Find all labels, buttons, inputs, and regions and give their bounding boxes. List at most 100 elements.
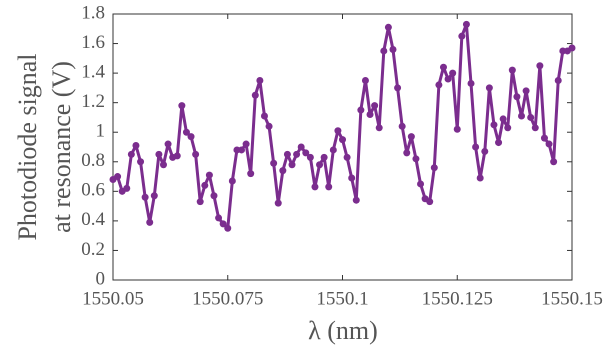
- data-point: [127, 150, 135, 158]
- data-point: [554, 77, 562, 84]
- data-point: [279, 167, 287, 175]
- data-point: [545, 140, 553, 148]
- data-point: [219, 220, 227, 228]
- data-point: [371, 102, 379, 110]
- y-tick-label: 1.8: [81, 2, 105, 23]
- data-point: [146, 218, 154, 226]
- y-tick-label: 0: [96, 268, 106, 289]
- data-point: [357, 106, 365, 114]
- data-point: [435, 81, 443, 89]
- data-point: [490, 121, 498, 129]
- y-tick-label: 1.4: [81, 61, 105, 82]
- data-point: [531, 124, 539, 132]
- data-point: [265, 122, 273, 130]
- data-point: [536, 62, 544, 70]
- data-point: [467, 79, 475, 87]
- data-point: [159, 161, 167, 169]
- data-point: [293, 150, 301, 158]
- data-point: [550, 158, 558, 166]
- data-point: [196, 198, 204, 206]
- y-tick-label: 0.6: [81, 180, 105, 201]
- data-point: [403, 149, 411, 157]
- data-point: [311, 183, 319, 191]
- data-point: [325, 183, 333, 191]
- data-point: [366, 110, 374, 118]
- data-point: [238, 146, 246, 154]
- y-axis-label: Photodiode signal: [13, 53, 42, 240]
- data-point: [155, 150, 163, 158]
- data-point: [256, 77, 264, 84]
- data-point: [228, 177, 236, 185]
- data-point: [389, 45, 397, 53]
- data-point: [394, 84, 402, 92]
- plot-frame: [112, 13, 573, 281]
- data-point: [384, 23, 392, 31]
- data-point: [504, 124, 512, 132]
- data-point: [306, 153, 314, 161]
- data-point: [472, 143, 480, 151]
- data-point: [439, 63, 447, 71]
- x-axis-label: λ (nm): [308, 316, 378, 345]
- data-point: [540, 134, 548, 142]
- data-point: [568, 44, 576, 52]
- data-point: [114, 173, 122, 181]
- data-point: [361, 77, 369, 84]
- data-point: [527, 113, 535, 121]
- data-point: [247, 170, 255, 178]
- data-point: [426, 198, 434, 206]
- data-point: [178, 102, 186, 110]
- data-point: [462, 20, 470, 28]
- data-point: [132, 142, 140, 150]
- data-point: [205, 171, 213, 179]
- x-tick-label: 1550.075: [192, 288, 263, 309]
- x-tick-label: 1550.15: [541, 288, 603, 309]
- data-point: [343, 153, 351, 161]
- data-point: [141, 193, 149, 201]
- y-tick-label: 1.2: [81, 91, 105, 112]
- data-point: [297, 143, 305, 151]
- data-point: [192, 150, 200, 158]
- data-point: [320, 153, 328, 161]
- data-point: [449, 69, 457, 77]
- data-point: [348, 174, 356, 182]
- data-point: [173, 152, 181, 160]
- data-point: [481, 147, 489, 155]
- data-point: [224, 224, 232, 232]
- data-point: [513, 93, 521, 101]
- data-point: [164, 140, 172, 148]
- data-point: [150, 192, 158, 200]
- data-point: [380, 47, 388, 55]
- data-point: [499, 115, 507, 123]
- data-point: [444, 75, 452, 83]
- data-point: [412, 155, 420, 163]
- x-tick-label: 1550.1: [316, 288, 368, 309]
- data-point: [242, 140, 250, 148]
- data-point: [270, 159, 278, 167]
- data-point: [123, 184, 131, 192]
- data-point: [508, 66, 516, 74]
- data-point: [417, 180, 425, 188]
- data-point: [398, 122, 406, 130]
- data-point: [339, 136, 346, 144]
- data-point: [476, 174, 484, 182]
- data-point: [407, 133, 415, 141]
- data-point: [283, 150, 291, 158]
- y-axis-label: at resonance (V): [47, 61, 76, 233]
- y-tick-label: 1.6: [81, 32, 105, 53]
- data-point: [274, 199, 282, 207]
- y-tick-label: 1: [96, 121, 106, 142]
- data-point: [187, 133, 195, 141]
- data-point: [210, 192, 218, 200]
- data-point: [329, 146, 337, 154]
- y-tick-label: 0.2: [81, 239, 105, 260]
- data-point: [201, 181, 209, 189]
- data-point: [137, 158, 145, 166]
- data-point: [518, 112, 526, 120]
- data-point: [522, 87, 530, 95]
- data-point: [288, 161, 296, 169]
- data-point: [485, 84, 493, 92]
- data-point: [430, 164, 438, 172]
- x-tick-label: 1550.05: [82, 288, 144, 309]
- data-point: [182, 128, 190, 136]
